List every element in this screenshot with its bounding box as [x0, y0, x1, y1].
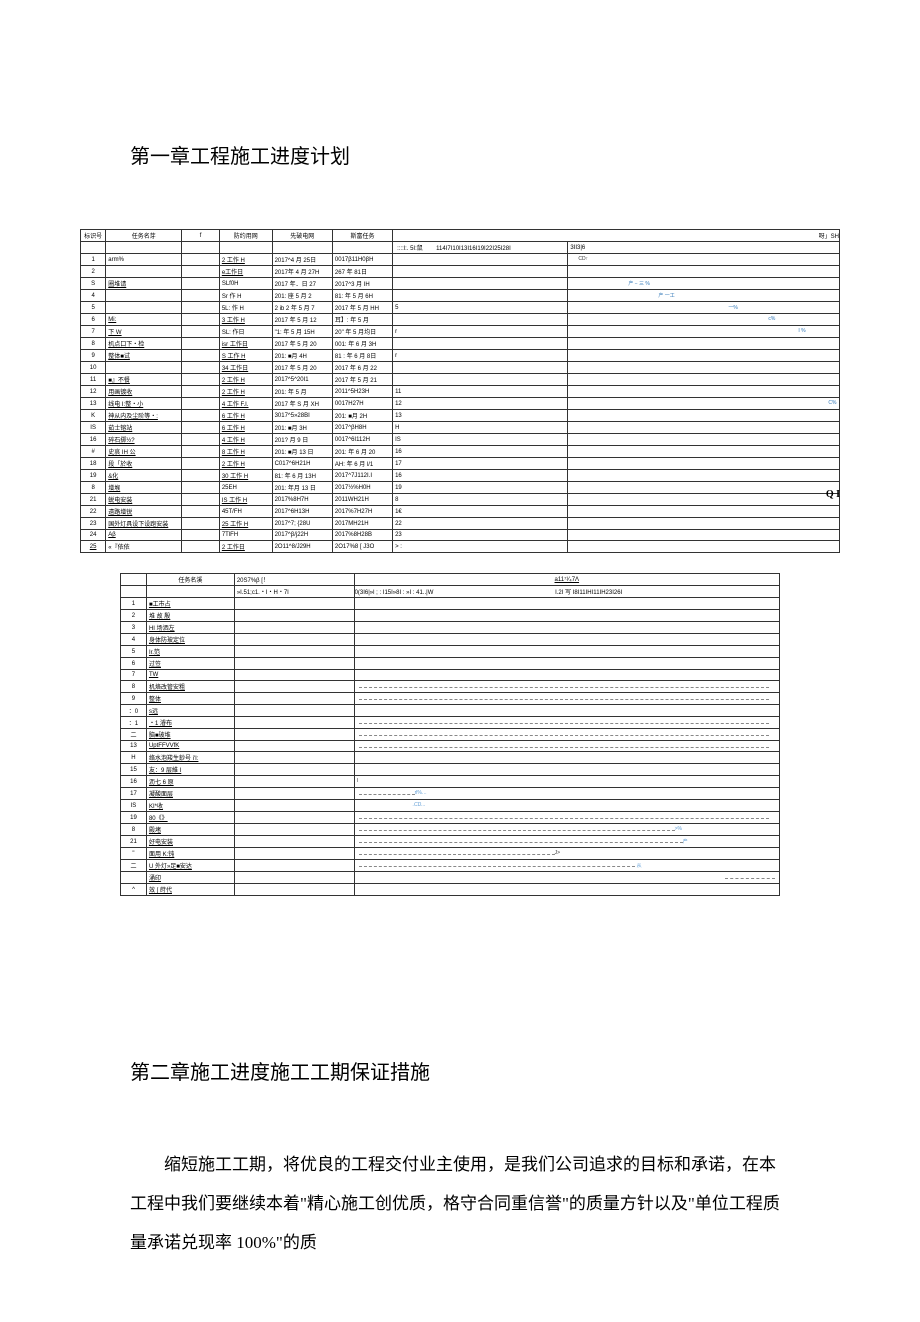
table-1-head: 标识号 任务名芽 f 防约用网 先破电网 斯富任务 呀」SH :: — [81, 230, 840, 254]
th-end: 斯富任务 — [332, 230, 392, 242]
gantt-annotation: J> — [555, 850, 560, 856]
th-dur: 防约用网 — [219, 230, 272, 242]
table-2-body: 1■工市占2堆 故 殷3HI 场洒左4身体防玻定位5Ir.笵6过笠7TW8机烙改… — [121, 598, 780, 896]
table-row: 7TW — [121, 670, 780, 681]
table-row: 8机点口下・检isr 工作日2017 年 5 月 20001: 年 6 月 3H… — [81, 338, 840, 350]
gantt-table-2: 任务名溪 20S7%β [！ a11⁷¹⁄₄7Λ »I.51;c1.・I・H・7… — [120, 573, 780, 896]
table-row: 二U 外灯»足■安达从 — [121, 860, 780, 872]
th2-rest: 20S7%β [！ — [234, 574, 354, 586]
table-row: 21好电安装产 — [121, 836, 780, 848]
gantt-annotation: 产 — [683, 838, 688, 845]
table-1-header-row-2: ::::l:. 5I:鼠 114I7I10I13I16I19I22I25I28I… — [81, 242, 840, 254]
table-row: 21蜕电安装IS 工作 H2017%8H7H2011WH21H8 — [81, 494, 840, 506]
table-row: S圈堆请SLf0H2017 年．日 272017^3 月 IH产 − 三 % — [81, 278, 840, 290]
table-2-head: 任务名溪 20S7%β [！ a11⁷¹⁄₄7Λ »I.51;c1.・I・H・7… — [121, 574, 780, 598]
table-row: 9整体 — [121, 693, 780, 705]
table-row: 1034 工作日2017 年 5 月 202017 年 6 月 22 — [81, 362, 840, 374]
gantt-annotation: CD↑ — [578, 256, 588, 262]
table-row: 55L: 作 H2 ib 2 年 5 月 72017 年 5 月 HH5一% — [81, 302, 840, 314]
th-task: 任务名芽 — [106, 230, 182, 242]
table-row: 7下 WSL: 作日"1: 年 5 月 15H20" 年 5 月均日rI % — [81, 326, 840, 338]
table-row: #史哀 IH 公8 工作 H201: ■月 13 日201: 年 6 月 201… — [81, 446, 840, 458]
table-row: 1■工市占 — [121, 598, 780, 610]
table-row: 9整体■试S 工作 H201: ■月 4H81 : 年 6 月 8日r — [81, 350, 840, 362]
th-gantt-sub-1: ::::l:. 5I:鼠 114I7I10I13I16I19I22I25I28I — [393, 242, 568, 254]
chapter-1-title: 第一章工程施工进度计划 — [130, 140, 790, 169]
table-row: 19&化30 工作 H81: 年 6 月 13H2017^7J112I.I16 — [81, 470, 840, 482]
table-row: 6过笠 — [121, 658, 780, 670]
gantt-annotation: C% — [828, 400, 836, 406]
table-row: 6Mi:3 工作 H2017 年 5 月 12耳】: 年 5 月c% — [81, 314, 840, 326]
document-page: 第一章工程施工进度计划 标识号 任务名芽 f 防约用网 先破电网 斯富任务 呀」… — [0, 0, 920, 1322]
gantt-annotation: 产 − 三 % — [628, 280, 650, 287]
gantt-annotation: c% — [768, 316, 775, 322]
table-row: 8殿堵>% — [121, 824, 780, 836]
table-row: 16碎石掷½?4 工作 H201? 月 9 日0017^6I112HIS — [81, 434, 840, 446]
table-row: 1arm%2 工作 H2017^4 月 25日0017β11H0βHCD↑ — [81, 254, 840, 266]
th-gantt-sub-2: 3II3|6 — [568, 242, 840, 254]
table-row: 4Sr 作 H201: 座 5 月 281: 年 5 月 6H产 一工 — [81, 290, 840, 302]
table-row: 23国外灯具设下设跑安装25 工作 H2017^7; {28U2017MH21H… — [81, 518, 840, 530]
th-id: 标识号 — [81, 230, 106, 242]
th-e: f — [182, 230, 219, 242]
table-row: 17凝酸面层rl%… — [121, 788, 780, 800]
gantt-annotation: rl%… — [415, 790, 427, 796]
chapter-2-title: 第二章施工进度施工工期保证措施 — [130, 1056, 790, 1085]
gantt-table-1: 标识号 任务名芽 f 防约用网 先破电网 斯富任务 呀」SH :: — [80, 229, 840, 553]
table-row: IS茹士镕站6 工作 H201: ■月 3H2017^βH8HH — [81, 422, 840, 434]
table-2-header-row-1: 任务名溪 20S7%β [！ a11⁷¹⁄₄7Λ — [121, 574, 780, 586]
table-row: 13线电 I:整・小4 工作 F.I.2017 年 S 月 XH0017H27H… — [81, 398, 840, 410]
table-2-wrap: 任务名溪 20S7%β [！ a11⁷¹⁄₄7Λ »I.51;c1.・I・H・7… — [80, 573, 840, 896]
q-label: Q I — [826, 489, 840, 500]
th2-task: 任务名溪 — [146, 574, 234, 586]
table-1-wrap: 标识号 任务名芽 f 防约用网 先破电网 斯富任务 呀」SH :: — [80, 229, 840, 553]
gantt-annotation: 一% — [728, 304, 737, 311]
table-row: 4身体防玻定位 — [121, 634, 780, 646]
table-row: K神从内及尘阶等・:6 工作 H3017^5»28BI201: ■月 2H13%… — [81, 410, 840, 422]
table-row: ：1・1 濬布 — [121, 717, 780, 729]
th2-sub-l: »I.51;c1.・I・H・7I — [234, 586, 354, 598]
table-row: 24Aβ7TlFH2017^β/j22H2017%8H28B23 — [81, 530, 840, 541]
table-row: 16沥七 6 原I — [121, 776, 780, 788]
table-row: 1980《》 — [121, 812, 780, 824]
table-row: 25«『依依2 工作日2O11^8/J29H2O17%8 [ J3O> : — [81, 541, 840, 553]
table-row: ISKI*收.CD... — [121, 800, 780, 812]
table-row: 涌印 — [121, 872, 780, 884]
table-2-header-row-2: »I.51;c1.・I・H・7I 0(3I6|»l ; : I15I»8I : … — [121, 586, 780, 598]
table-row: 11■』不餐2 工作 H2017^5^20I12017 年 5 月 21 — [81, 374, 840, 386]
table-1-body: 1arm%2 工作 H2017^4 月 25日0017β11H0βHCD↑2e工… — [81, 254, 840, 553]
table-row: ：0s远 — [121, 705, 780, 717]
gantt-annotation: >% — [675, 826, 682, 832]
table-row: 13UptFFVVfK — [121, 741, 780, 752]
gantt-annotation: .CD... — [413, 802, 426, 808]
table-row: 2e工作日2017年 4 月 27H267 年 81日 — [81, 266, 840, 278]
gantt-annotation: 从 — [637, 862, 642, 869]
table-row: 18段「於收2 工作 HC017^6H21HAH: 年 6 月 l/117 — [81, 458, 840, 470]
table-row: 8机烙改管安粗 — [121, 681, 780, 693]
table-row: 二脑■玻堆 — [121, 729, 780, 741]
gantt-annotation: 产 一工 — [658, 292, 674, 299]
th-start: 先破电网 — [272, 230, 332, 242]
body-paragraph: 缩短施工工期，将优良的工程交付业主使用，是我们公司追求的目标和承诺，在本工程中我… — [130, 1145, 790, 1262]
table-row: 5Ir.笵 — [121, 646, 780, 658]
th2-sub-g: 0(3I6|»l ; : I15I»8I : »I : 41..|W I.2I … — [354, 586, 779, 598]
table-row: "面用 K:钝J> — [121, 848, 780, 860]
table-row: 15友：9 层維 I — [121, 764, 780, 776]
table-row: 2堆 故 殷 — [121, 610, 780, 622]
table-row: 8增堠25EH201: 年月 13 日2017½%H0H19 — [81, 482, 840, 494]
th2-gantt: a11⁷¹⁄₄7Λ — [354, 574, 779, 586]
table-row: ^效 [ 莳代 — [121, 884, 780, 896]
table-row: 22遠路增锐45T/FH2017^6H13H2017%7H27H1€ — [81, 506, 840, 518]
table-1-header-row-1: 标识号 任务名芽 f 防约用网 先破电网 斯富任务 呀」SH — [81, 230, 840, 242]
table-row: H络水泡羧生鈔号 i'I: — [121, 752, 780, 764]
table-row: 3HI 场洒左 — [121, 622, 780, 634]
gantt-annotation: I % — [798, 328, 805, 334]
th-gantt-top: 呀」SH — [393, 230, 840, 242]
table-row: 12用画镀收2 工作 H201: 年 5 月2011^5H23H11 — [81, 386, 840, 398]
